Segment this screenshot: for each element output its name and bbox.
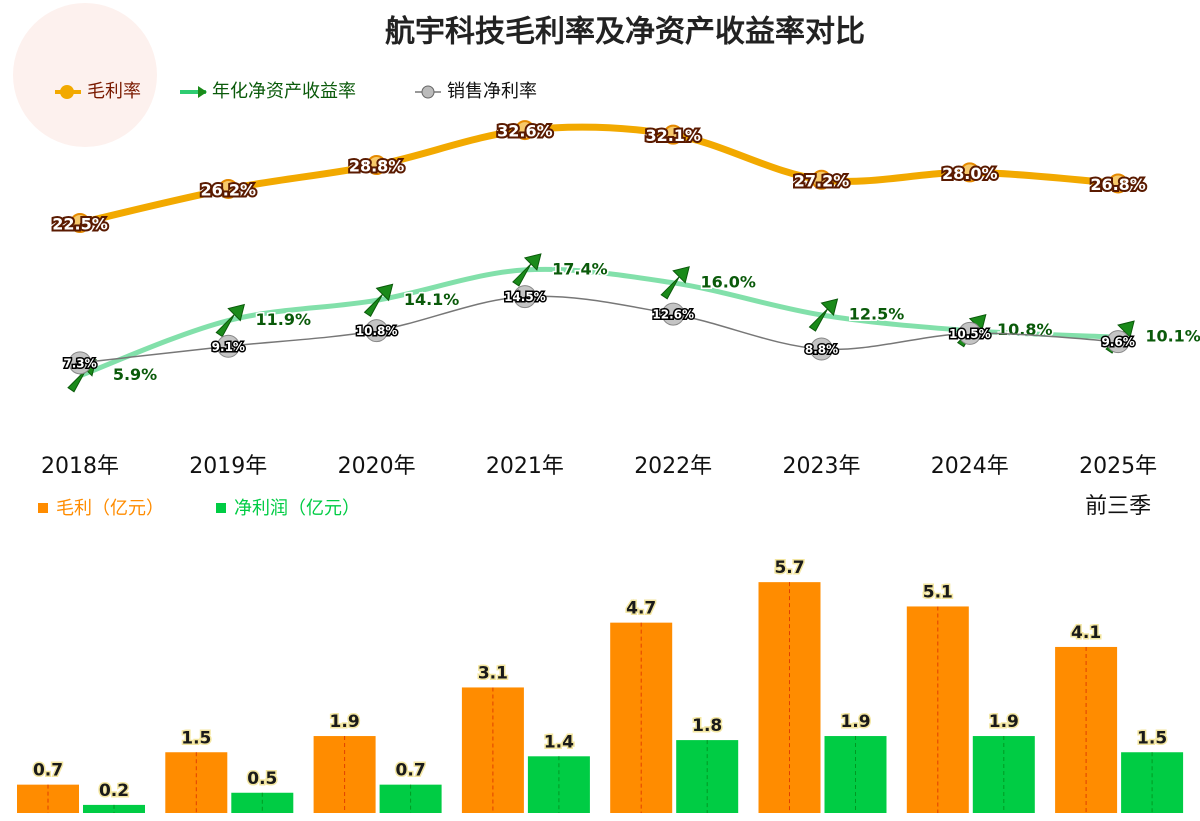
value-label: 8.8% [805,343,838,357]
legend-marker [421,85,435,99]
value-label: 5.7 [774,558,804,578]
value-label: 9.6% [1101,335,1134,349]
legend-marker [216,503,226,513]
value-label: 5.1 [923,582,953,602]
value-label: 10.5% [949,327,991,341]
value-label: 17.4% [552,259,608,278]
value-label: 1.4 [544,732,574,752]
value-label: 28.0% [942,164,998,183]
point [959,162,980,183]
value-label: 9.1% [212,340,245,354]
point [514,120,535,141]
value-label: 28.8% [349,157,405,176]
point [808,298,839,332]
point [811,169,832,190]
point [216,334,240,358]
point [215,303,245,338]
value-label: 32.1% [645,126,701,145]
x-tick-label: 2020年 [337,454,416,479]
x-tick-label: 2024年 [930,454,1009,479]
series-line [79,266,1119,379]
value-label: 16.0% [700,272,756,291]
legend-label: 毛利率 [87,81,141,102]
point [365,319,389,343]
x-tick-label: 2021年 [485,454,564,479]
bar [1055,646,1118,813]
point [810,337,833,361]
value-label: 1.9 [840,712,870,732]
watermark [13,3,157,147]
value-label: 0.7 [33,761,63,781]
value-label: 1.5 [1137,728,1167,748]
value-label: 12.5% [849,305,905,324]
series-line [79,123,1119,227]
point [958,321,982,345]
value-label: 26.8% [1090,175,1146,194]
value-label: 27.2% [794,171,850,190]
legend-marker [198,86,207,98]
value-label: 3.1 [478,663,508,683]
point [513,285,537,309]
point [218,178,239,199]
value-label: 1.9 [989,712,1019,732]
value-label: 10.1% [1145,327,1200,346]
value-label: 0.2 [99,781,129,801]
legend-marker [60,85,74,99]
x-tick-label: 2018年 [41,454,119,479]
value-label: 4.1 [1071,623,1101,643]
x-tick-label: 2019年 [189,454,268,479]
point [661,302,685,326]
value-label: 4.7 [626,599,656,619]
chart-title: 航宇科技毛利率及净资产收益率对比 [385,15,865,50]
series-line [79,295,1119,364]
x-tick-label: 2022年 [634,454,713,479]
value-label: 5.9% [113,365,157,384]
bar [461,687,524,813]
legend-label: 年化净资产收益率 [212,81,356,102]
point [70,213,90,233]
value-label: 32.6% [497,122,553,141]
point [1106,330,1130,354]
legend-label: 毛利（亿元） [56,498,164,519]
value-label: 26.2% [201,180,257,199]
value-label: 0.5 [247,769,277,789]
legend-label: 净利润（亿元） [234,498,360,519]
point [512,253,542,287]
bar [83,804,145,813]
point [366,155,387,176]
value-label: 11.9% [256,310,312,329]
point [68,351,92,375]
point [663,124,684,145]
bar [906,606,969,813]
value-label: 22.5% [52,215,108,234]
value-label: 1.5 [181,728,211,748]
point [1108,173,1129,194]
value-label: 1.9 [330,712,360,732]
value-label: 12.6% [652,308,694,322]
value-label: 0.7 [396,761,426,781]
value-label: 7.3% [63,356,96,370]
value-label: 14.1% [404,290,460,309]
value-label: 1.8 [692,716,722,736]
legend-marker [38,503,48,513]
value-label: 10.8% [356,324,398,338]
point [363,283,394,317]
value-label: 14.5% [504,290,546,304]
x-tick-label: 2025年 前三季 [1079,454,1158,519]
legend-label: 销售净利率 [447,81,537,102]
x-tick-label: 2023年 [782,454,861,479]
point [660,266,690,300]
